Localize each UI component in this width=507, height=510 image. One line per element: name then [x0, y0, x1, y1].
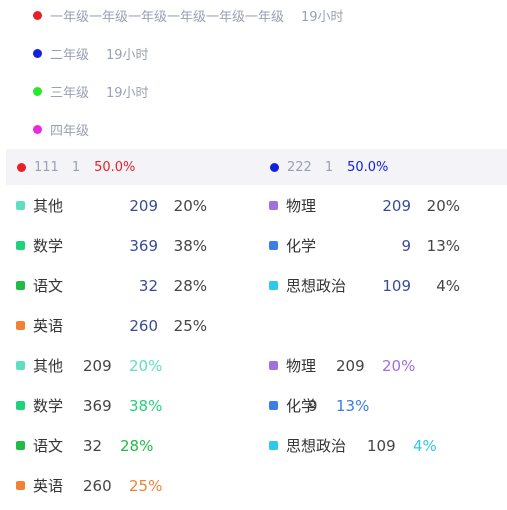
- t1-chinese-name: 语文: [33, 277, 64, 295]
- t2-item-math[interactable]: 数学 369 38%: [16, 395, 216, 417]
- t2-english-value: 260: [83, 477, 112, 495]
- comparison-2-name: 222: [287, 159, 312, 175]
- t2-item-physics[interactable]: 物理 209 20%: [269, 355, 469, 377]
- t2-math-value: 369: [83, 397, 112, 415]
- t2-chinese-swatch-icon: [16, 441, 25, 450]
- t2-politics-percent: 4%: [413, 437, 437, 455]
- t1-item-math[interactable]: 数学 369 38%: [16, 235, 216, 257]
- t1-math-swatch-icon: [16, 241, 25, 250]
- t1-physics-swatch-icon: [269, 201, 278, 210]
- t2-politics-name: 思想政治: [286, 437, 347, 455]
- comparison-2-percent: 50.0%: [347, 159, 389, 175]
- grade-2-name: 二年级: [50, 47, 90, 63]
- grade-row-1[interactable]: 一年级一年级一年级一年级一年级一年级 19小时: [33, 5, 344, 25]
- grade-row-3[interactable]: 三年级 19小时: [33, 81, 149, 101]
- t2-english-name: 英语: [33, 477, 64, 495]
- t2-math-swatch-icon: [16, 401, 25, 410]
- comparison-item-1[interactable]: 111 1 50.0%: [17, 149, 135, 185]
- comparison-1-count: 1: [71, 159, 81, 175]
- t2-english-swatch-icon: [16, 481, 25, 490]
- grade-4-name: 四年级: [50, 123, 90, 139]
- t1-physics-percent: 20%: [426, 197, 460, 215]
- t2-physics-name: 物理: [286, 357, 317, 375]
- comparison-item-2[interactable]: 222 1 50.0%: [270, 149, 388, 185]
- grade-1-name: 一年级一年级一年级一年级一年级一年级: [50, 9, 285, 25]
- t1-chinese-value: 32: [138, 277, 158, 295]
- t2-other-name: 其他: [33, 357, 64, 375]
- t1-other-swatch-icon: [16, 201, 25, 210]
- grade-1-dot-icon: [33, 10, 42, 20]
- t1-politics-percent: 4%: [436, 277, 460, 295]
- t2-politics-swatch-icon: [269, 441, 278, 450]
- grade-4-dot-icon: [33, 124, 42, 134]
- t2-math-percent: 38%: [129, 397, 163, 415]
- t2-item-other[interactable]: 其他 209 20%: [16, 355, 216, 377]
- t1-math-value: 369: [129, 237, 158, 255]
- t2-chemistry-value: 9: [308, 397, 318, 415]
- t1-math-percent: 38%: [173, 237, 207, 255]
- t1-item-politics[interactable]: 思想政治 109 4%: [269, 275, 469, 297]
- t1-english-value: 260: [129, 317, 158, 335]
- grade-2-hours: 19小时: [106, 47, 149, 63]
- t1-english-name: 英语: [33, 317, 64, 335]
- t2-other-value: 209: [83, 357, 112, 375]
- grade-row-2[interactable]: 二年级 19小时: [33, 43, 149, 63]
- grade-3-hours: 19小时: [106, 85, 149, 101]
- comparison-1-dot-icon: [17, 162, 26, 172]
- grade-row-4[interactable]: 四年级: [33, 119, 89, 139]
- t1-chemistry-name: 化学: [286, 237, 317, 255]
- t2-chinese-percent: 28%: [120, 437, 154, 455]
- t2-item-chemistry[interactable]: 化学 9 13%: [269, 395, 469, 417]
- grade-1-hours: 19小时: [301, 9, 344, 25]
- t2-english-percent: 25%: [129, 477, 163, 495]
- grade-3-dot-icon: [33, 86, 42, 96]
- t2-chinese-value: 32: [83, 437, 103, 455]
- t2-chemistry-swatch-icon: [269, 401, 278, 410]
- t2-item-english[interactable]: 英语 260 25%: [16, 475, 216, 497]
- comparison-2-dot-icon: [270, 162, 279, 172]
- t1-chinese-swatch-icon: [16, 281, 25, 290]
- t2-other-swatch-icon: [16, 361, 25, 370]
- comparison-legend: 111 1 50.0% 222 1 50.0%: [6, 149, 507, 185]
- t2-physics-value: 209: [336, 357, 365, 375]
- t1-politics-value: 109: [382, 277, 411, 295]
- t1-other-percent: 20%: [173, 197, 207, 215]
- t1-item-chinese[interactable]: 语文 32 28%: [16, 275, 216, 297]
- t2-item-chinese[interactable]: 语文 32 28%: [16, 435, 216, 457]
- t2-chemistry-name: 化学: [286, 397, 317, 415]
- t2-chinese-name: 语文: [33, 437, 64, 455]
- t2-math-name: 数学: [33, 397, 64, 415]
- comparison-2-count: 1: [324, 159, 334, 175]
- t1-chinese-percent: 28%: [173, 277, 207, 295]
- t1-chemistry-swatch-icon: [269, 241, 278, 250]
- t1-chemistry-value: 9: [401, 237, 411, 255]
- t1-physics-value: 209: [382, 197, 411, 215]
- t1-english-percent: 25%: [173, 317, 207, 335]
- t1-politics-swatch-icon: [269, 281, 278, 290]
- grade-3-name: 三年级: [50, 85, 90, 101]
- t1-physics-name: 物理: [286, 197, 317, 215]
- t2-chemistry-percent: 13%: [336, 397, 370, 415]
- t1-item-other[interactable]: 其他 209 20%: [16, 195, 216, 217]
- t2-physics-swatch-icon: [269, 361, 278, 370]
- t1-item-physics[interactable]: 物理 209 20%: [269, 195, 469, 217]
- t2-other-percent: 20%: [129, 357, 163, 375]
- comparison-1-percent: 50.0%: [94, 159, 136, 175]
- t1-item-chemistry[interactable]: 化学 9 13%: [269, 235, 469, 257]
- t1-politics-name: 思想政治: [286, 277, 347, 295]
- t1-math-name: 数学: [33, 237, 64, 255]
- t1-english-swatch-icon: [16, 321, 25, 330]
- t1-item-english[interactable]: 英语 260 25%: [16, 315, 216, 337]
- t1-chemistry-percent: 13%: [426, 237, 460, 255]
- t2-politics-value: 109: [367, 437, 396, 455]
- t2-item-politics[interactable]: 思想政治 109 4%: [269, 435, 489, 457]
- t2-physics-percent: 20%: [382, 357, 416, 375]
- comparison-1-name: 111: [34, 159, 59, 175]
- grade-2-dot-icon: [33, 48, 42, 58]
- t1-other-name: 其他: [33, 197, 64, 215]
- t1-other-value: 209: [129, 197, 158, 215]
